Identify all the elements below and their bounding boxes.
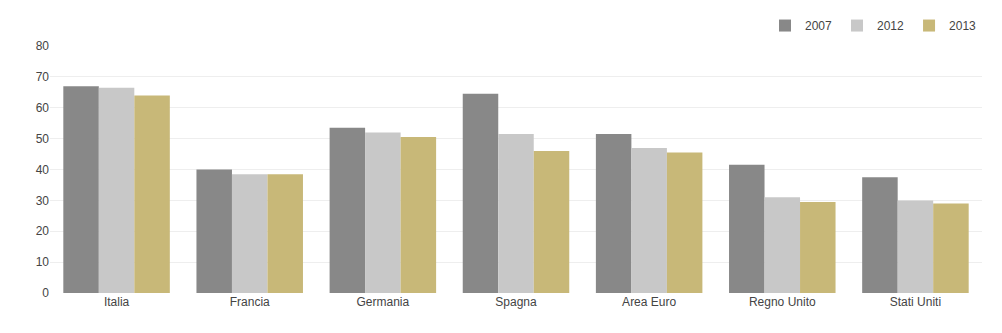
svg-text:20: 20: [36, 224, 50, 238]
svg-text:Area Euro: Area Euro: [622, 295, 676, 309]
svg-text:Italia: Italia: [104, 295, 130, 309]
svg-text:60: 60: [36, 101, 50, 115]
svg-text:80: 80: [36, 39, 50, 53]
svg-text:10: 10: [36, 255, 50, 269]
svg-text:Stati Uniti: Stati Uniti: [890, 295, 941, 309]
svg-text:2012: 2012: [877, 19, 904, 33]
svg-text:Regno Unito: Regno Unito: [749, 295, 816, 309]
svg-text:Francia: Francia: [230, 295, 270, 309]
svg-text:Spagna: Spagna: [495, 295, 537, 309]
svg-text:2013: 2013: [949, 19, 976, 33]
svg-text:0: 0: [42, 286, 49, 300]
svg-text:70: 70: [36, 70, 50, 84]
svg-text:50: 50: [36, 132, 50, 146]
svg-text:Germania: Germania: [357, 295, 410, 309]
svg-text:40: 40: [36, 163, 50, 177]
svg-text:30: 30: [36, 194, 50, 208]
svg-text:2007: 2007: [805, 19, 832, 33]
